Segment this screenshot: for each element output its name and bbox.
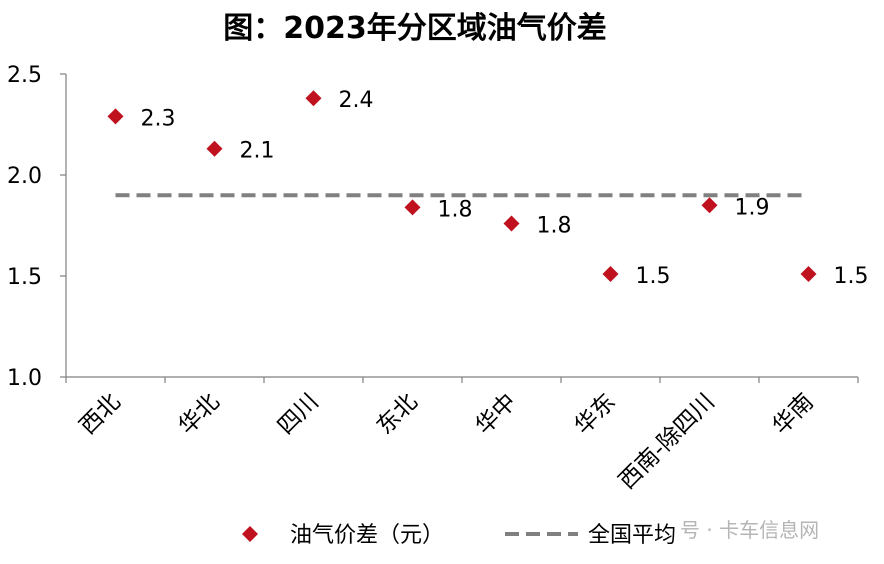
- data-point-diamond: [305, 90, 322, 107]
- data-point-diamond: [800, 265, 817, 282]
- y-tick-label: 2.0: [7, 164, 42, 189]
- x-category-label: 西南-除四川: [614, 389, 720, 495]
- x-category-label: 东北: [372, 389, 423, 440]
- x-category-label: 华中: [471, 389, 522, 440]
- data-point-diamond: [404, 199, 421, 216]
- data-value-label: 2.3: [141, 106, 176, 131]
- legend-label-national-average: 全国平均: [588, 523, 676, 548]
- x-category-label: 西北: [75, 389, 126, 440]
- x-category-label: 华北: [174, 389, 225, 440]
- x-category-label: 华东: [570, 389, 621, 440]
- data-point-diamond: [503, 215, 520, 232]
- legend: 油气价差（元） 全国平均: [242, 523, 676, 548]
- data-point-diamond: [701, 197, 718, 214]
- data-value-label: 1.5: [834, 264, 869, 289]
- y-tick-label: 1.5: [7, 265, 42, 290]
- data-point-diamond: [602, 265, 619, 282]
- x-category-label: 四川: [273, 389, 324, 440]
- watermark: 号 · 卡车信息网: [680, 518, 819, 542]
- y-tick-label: 1.0: [7, 366, 42, 391]
- data-value-label: 2.1: [240, 139, 275, 164]
- axes: [65, 74, 858, 378]
- chart-title: 图：2023年分区域油气价差: [223, 11, 607, 46]
- data-value-label: 1.8: [438, 197, 473, 222]
- x-category-label: 华南: [768, 389, 819, 440]
- data-points: 2.3 2.1 2.4 1.8 1.8 1.5 1.9 1.5: [107, 88, 869, 289]
- data-point-diamond: [107, 108, 124, 125]
- legend-diamond-marker: [242, 526, 258, 542]
- data-value-label: 1.8: [537, 213, 572, 238]
- data-value-label: 2.4: [339, 88, 374, 113]
- y-axis-ticks: 1.0 1.5 2.0 2.5: [7, 63, 66, 391]
- data-value-label: 1.5: [636, 264, 671, 289]
- data-point-diamond: [206, 140, 223, 157]
- data-value-label: 1.9: [735, 195, 770, 220]
- legend-label-price-diff: 油气价差（元）: [290, 523, 444, 548]
- y-tick-label: 2.5: [7, 63, 42, 88]
